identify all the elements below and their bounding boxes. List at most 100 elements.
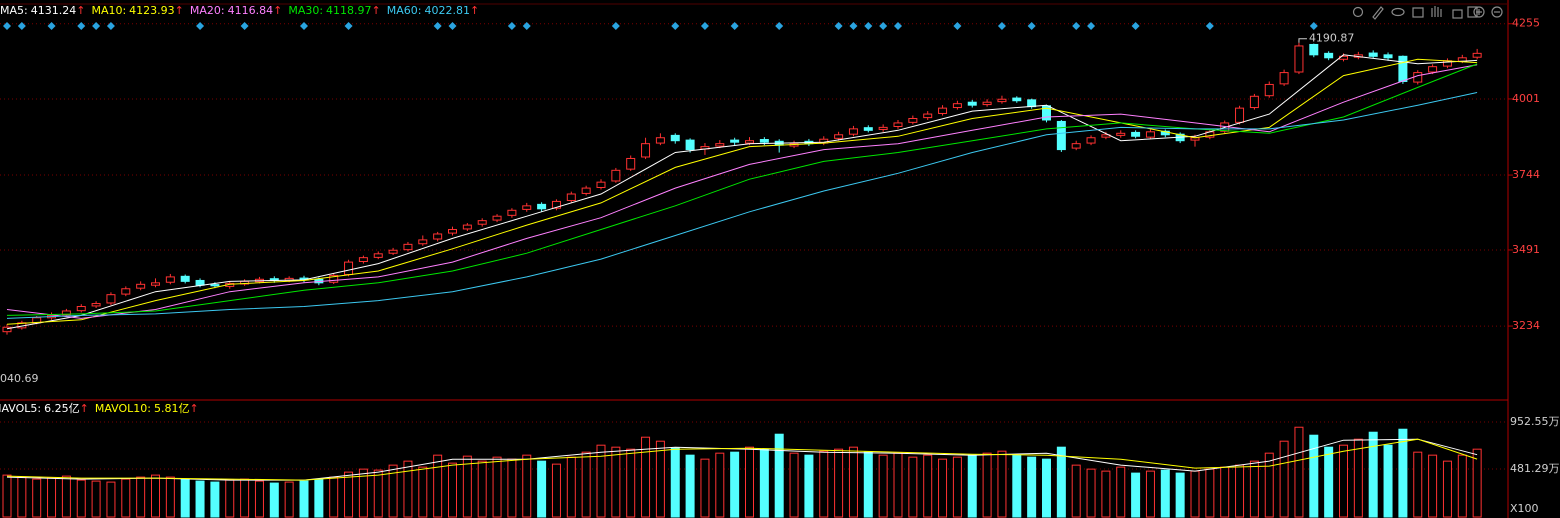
volume-bar [611, 446, 621, 518]
candle-body [1398, 55, 1408, 82]
signal-marker [611, 22, 620, 30]
signal-marker [522, 22, 531, 30]
volume-bar [745, 446, 754, 518]
signal-marker [997, 22, 1006, 30]
candle-body [433, 233, 443, 240]
volume-bar [878, 454, 888, 518]
ma-line [6, 438, 1478, 481]
volume-bar [1205, 468, 1215, 518]
candle-body [403, 243, 413, 251]
signal-marker [507, 22, 516, 30]
volume-bar [358, 468, 368, 518]
legend-value: 4123.93 [129, 4, 175, 17]
candle-body [952, 103, 962, 109]
lock-icon[interactable] [1452, 9, 1463, 19]
signal-marker [106, 22, 115, 30]
volume-bar [314, 478, 324, 518]
candle-body [1413, 72, 1423, 83]
candle-body [1056, 120, 1066, 151]
volume-bar [1413, 451, 1423, 518]
volume-bar [715, 452, 725, 518]
hand-icon[interactable] [1431, 6, 1442, 17]
volume-bar [492, 456, 502, 518]
volume-bar [730, 451, 740, 518]
legend-label: MA10: [91, 4, 126, 17]
zoom-in-icon[interactable] [1473, 6, 1485, 18]
candle-body [195, 279, 205, 286]
volume-bar [566, 456, 576, 518]
candle-body [893, 122, 903, 127]
candle-body [745, 140, 754, 144]
store-icon[interactable] [1412, 7, 1424, 18]
signal-marker [300, 22, 308, 30]
candle-body [1368, 52, 1378, 57]
signal-marker [1027, 22, 1036, 30]
legend-value: 4022.81 [424, 4, 470, 17]
volume-bar [284, 481, 294, 518]
candle-body [641, 143, 651, 158]
candle-body [997, 98, 1007, 103]
volume-bar [1457, 454, 1467, 518]
legend-label: MA30: [288, 4, 323, 17]
y-tick-label: 4001 [1512, 92, 1540, 105]
volume-bar [1353, 438, 1363, 518]
volume-bar [522, 454, 532, 518]
legend-label: MA60: [387, 4, 422, 17]
zoom-in-icon[interactable] [1476, 9, 1482, 15]
candle-body [210, 284, 220, 287]
ma-line [6, 92, 1478, 319]
candle-body [522, 205, 532, 210]
signal-marker [196, 22, 205, 30]
ma-line [6, 54, 1478, 330]
candle-body [581, 187, 591, 194]
volume-bar [1279, 440, 1289, 518]
candle-body [1294, 45, 1304, 73]
y-tick-label: 3491 [1512, 243, 1540, 256]
volume-bar [151, 474, 160, 518]
signal-marker [3, 22, 11, 30]
volume-bar [1235, 464, 1245, 518]
volume-bar [507, 458, 517, 518]
candle-body [448, 229, 457, 234]
settings-icon[interactable] [1352, 6, 1364, 18]
volume-bar [269, 482, 279, 518]
volume-bar [685, 454, 695, 518]
volume-bar [418, 466, 428, 518]
volume-bar [91, 480, 101, 518]
volume-bar [596, 444, 606, 518]
volume-bar [373, 469, 383, 518]
signal-marker [240, 22, 249, 30]
view-icon[interactable] [1391, 7, 1405, 17]
volume-bar [1175, 472, 1185, 518]
candle-body [151, 282, 160, 286]
signal-marker [77, 22, 86, 30]
legend-trend: ↑ [372, 4, 381, 17]
candle-body [566, 193, 576, 202]
candle-body [537, 203, 547, 210]
draw-icon[interactable] [1372, 6, 1384, 20]
volume-bar [1324, 446, 1334, 518]
candle-body [967, 101, 977, 106]
volume-bar [32, 478, 42, 518]
volume-bar [1042, 458, 1051, 518]
candle-body [596, 181, 606, 188]
candle-body [1086, 137, 1096, 144]
candle-body [1042, 105, 1051, 121]
signal-marker [849, 22, 858, 30]
volume-tick-label: 952.55万 [1510, 415, 1560, 428]
volume-bar [47, 477, 57, 518]
volume-bar [254, 480, 264, 518]
plot [2, 22, 1482, 518]
candle-body [329, 274, 339, 283]
volume-bar [1131, 472, 1141, 518]
volume-bar [76, 479, 86, 518]
y-tick-label: 4255 [1512, 17, 1540, 30]
candle-body [1116, 132, 1126, 136]
candle-body [121, 288, 131, 295]
signal-marker [1072, 22, 1081, 30]
signal-marker [433, 22, 442, 30]
zoom-out-icon[interactable] [1491, 6, 1503, 18]
legend-value: 6.25亿 [44, 402, 80, 415]
candle-body [61, 310, 71, 316]
